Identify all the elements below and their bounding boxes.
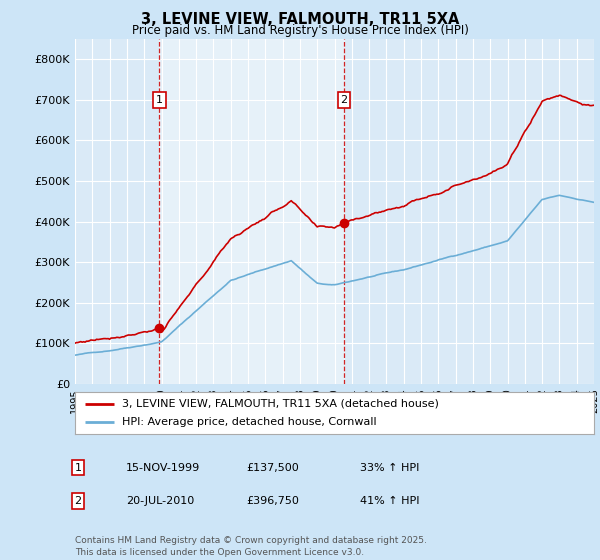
Text: 41% ↑ HPI: 41% ↑ HPI bbox=[360, 496, 419, 506]
Text: 20-JUL-2010: 20-JUL-2010 bbox=[126, 496, 194, 506]
Text: 33% ↑ HPI: 33% ↑ HPI bbox=[360, 463, 419, 473]
Text: 3, LEVINE VIEW, FALMOUTH, TR11 5XA (detached house): 3, LEVINE VIEW, FALMOUTH, TR11 5XA (deta… bbox=[122, 399, 439, 409]
Text: 15-NOV-1999: 15-NOV-1999 bbox=[126, 463, 200, 473]
Text: 1: 1 bbox=[156, 95, 163, 105]
Text: 3, LEVINE VIEW, FALMOUTH, TR11 5XA: 3, LEVINE VIEW, FALMOUTH, TR11 5XA bbox=[141, 12, 459, 27]
Text: Price paid vs. HM Land Registry's House Price Index (HPI): Price paid vs. HM Land Registry's House … bbox=[131, 24, 469, 36]
Text: 2: 2 bbox=[74, 496, 82, 506]
Text: £137,500: £137,500 bbox=[246, 463, 299, 473]
Text: 2: 2 bbox=[340, 95, 347, 105]
Text: HPI: Average price, detached house, Cornwall: HPI: Average price, detached house, Corn… bbox=[122, 417, 376, 427]
Text: 1: 1 bbox=[74, 463, 82, 473]
Text: Contains HM Land Registry data © Crown copyright and database right 2025.
This d: Contains HM Land Registry data © Crown c… bbox=[75, 536, 427, 557]
Text: £396,750: £396,750 bbox=[246, 496, 299, 506]
Bar bbox=[160, 39, 344, 384]
